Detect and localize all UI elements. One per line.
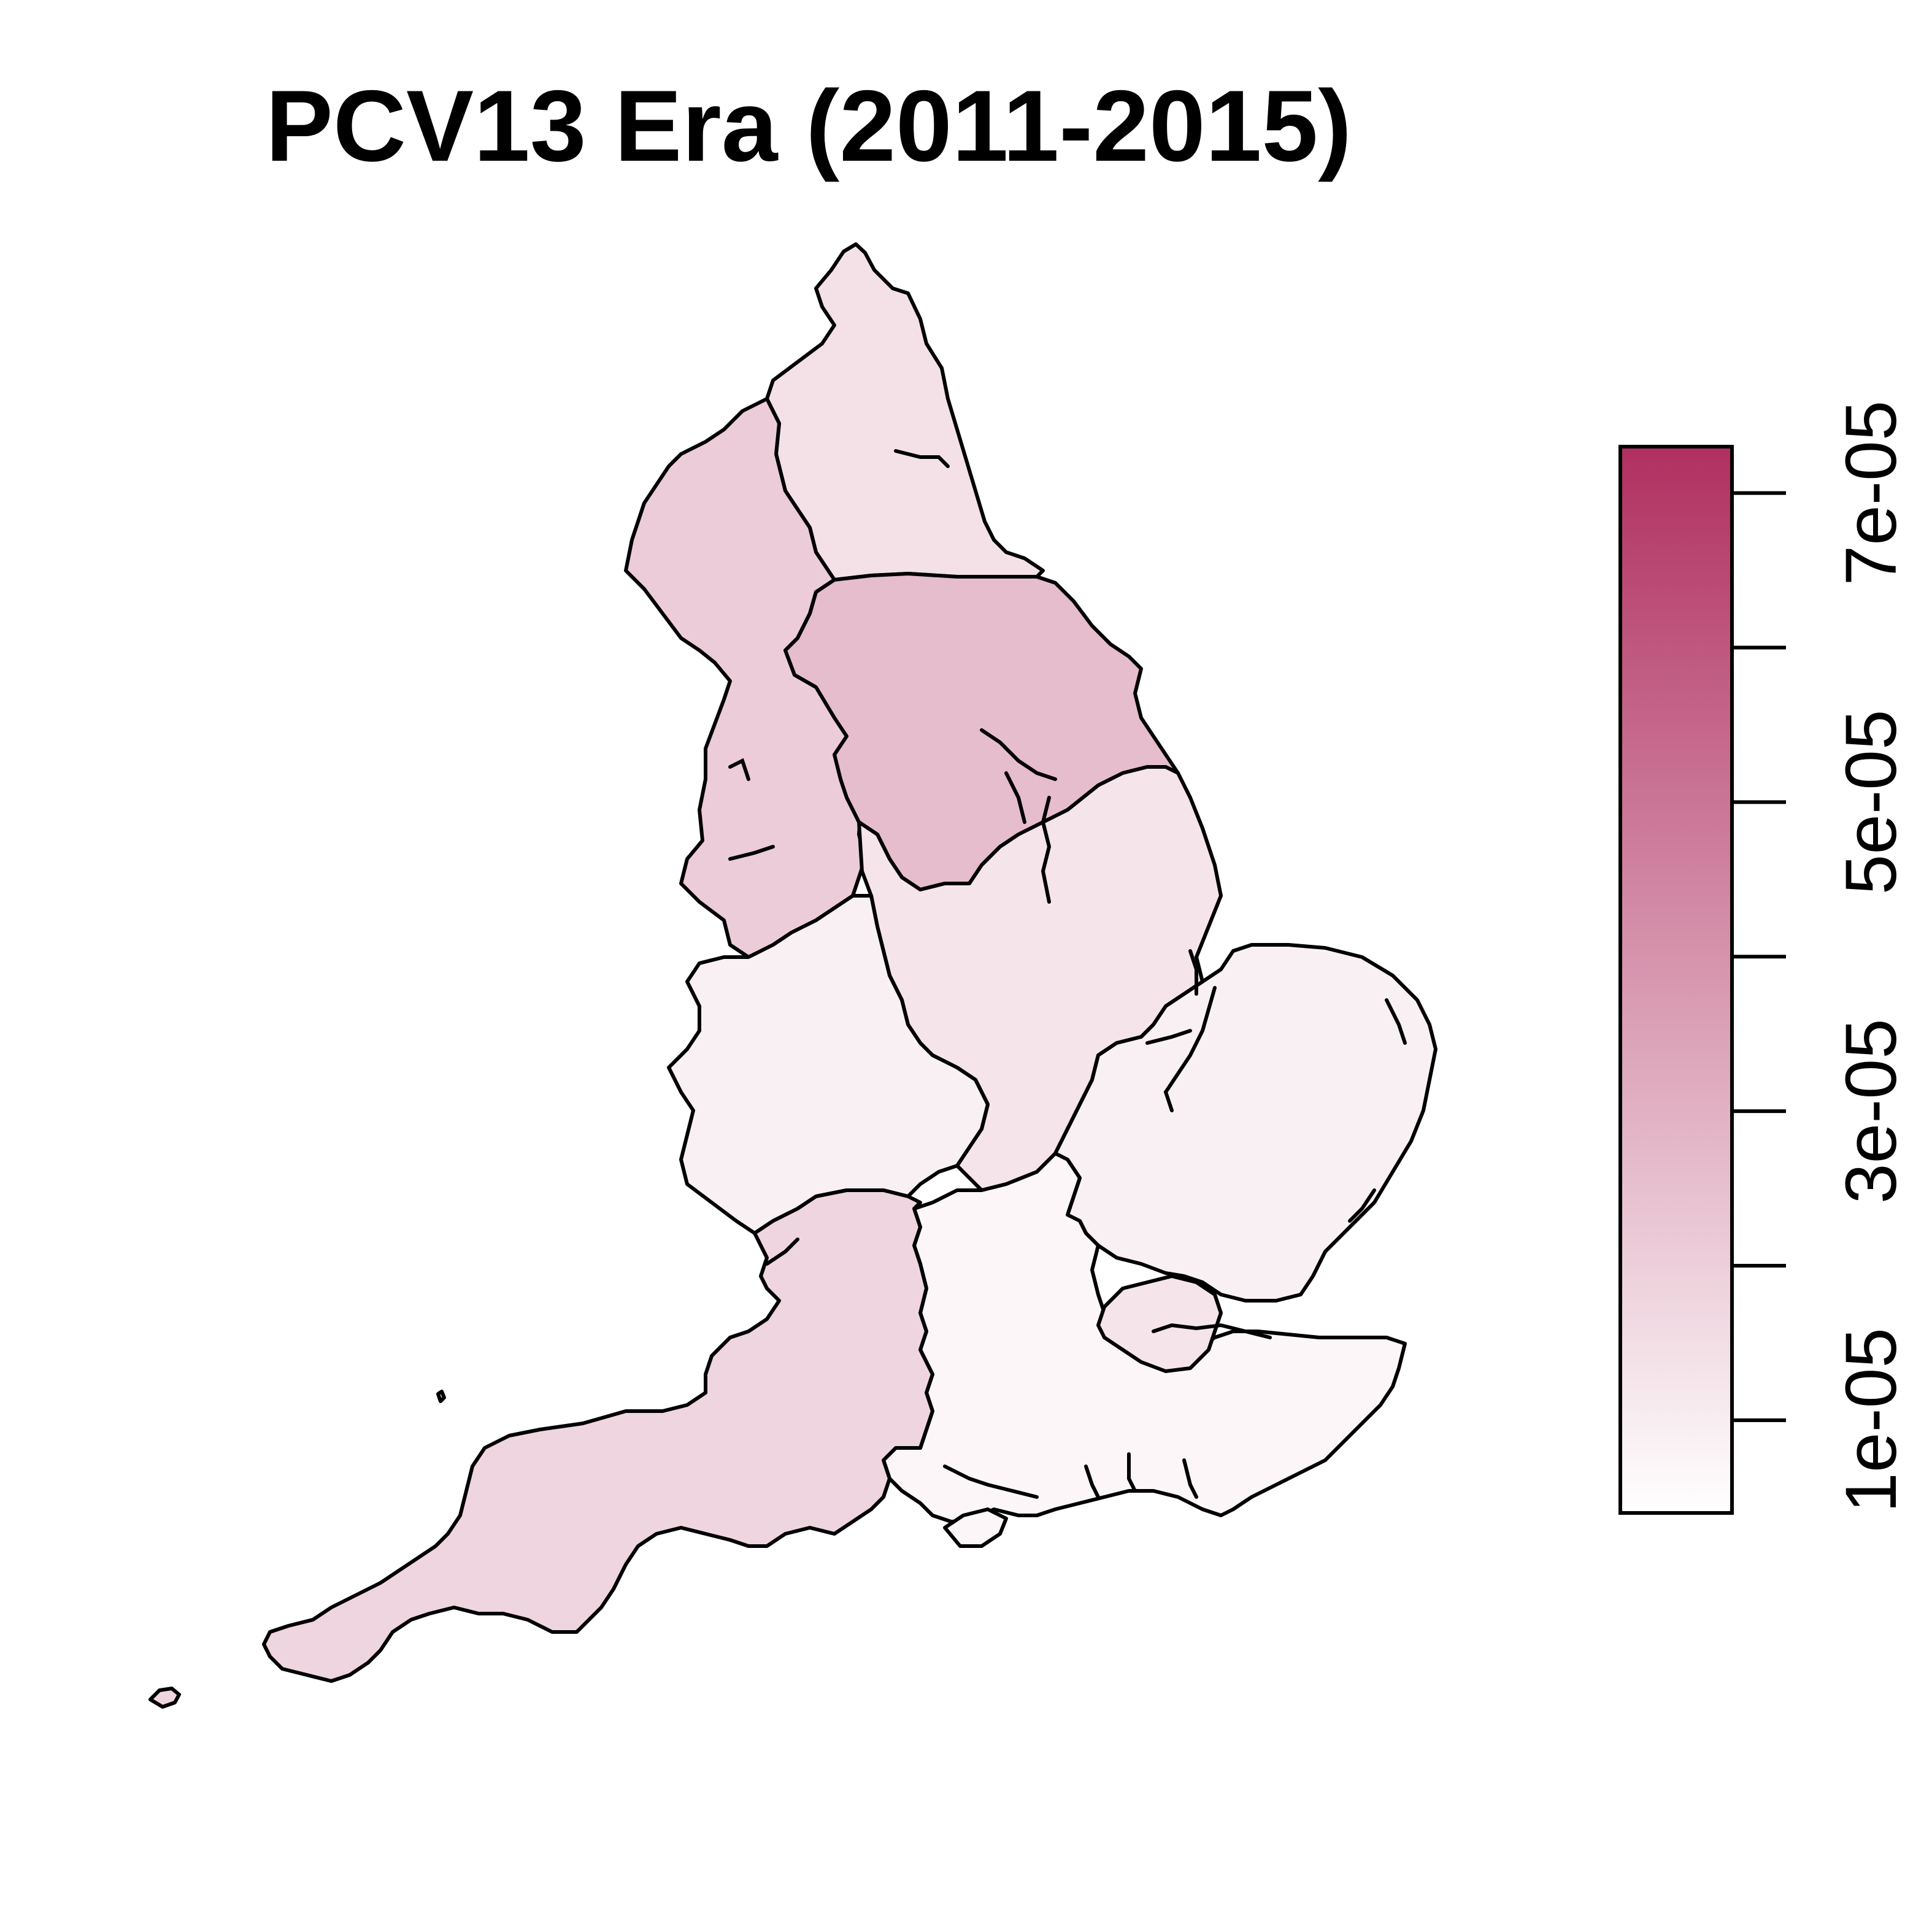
estuary-lines bbox=[728, 449, 1407, 1499]
color-legend: 1e-05 3e-05 5e-05 7e-05 bbox=[1618, 401, 1912, 1515]
region-london[interactable] bbox=[1096, 1274, 1223, 1373]
map-title: PCV13 Era (2011-2015) bbox=[266, 69, 1352, 182]
region-east-of-england[interactable] bbox=[1053, 943, 1437, 1303]
england-regions-map bbox=[148, 242, 1437, 1709]
region-south-west-scilly bbox=[148, 1687, 181, 1709]
region-south-west[interactable] bbox=[262, 1188, 934, 1683]
region-south-west-lundy bbox=[436, 1390, 446, 1403]
legend-ticks: 1e-05 3e-05 5e-05 7e-05 bbox=[1732, 401, 1912, 1513]
legend-tick-label: 7e-05 bbox=[1831, 401, 1912, 586]
legend-tick-label: 3e-05 bbox=[1831, 1018, 1912, 1204]
legend-tick-label: 1e-05 bbox=[1831, 1328, 1912, 1513]
legend-tick-label: 5e-05 bbox=[1831, 709, 1912, 895]
legend-colorbar bbox=[1618, 445, 1734, 1515]
region-isle-of-wight bbox=[943, 1507, 1008, 1548]
